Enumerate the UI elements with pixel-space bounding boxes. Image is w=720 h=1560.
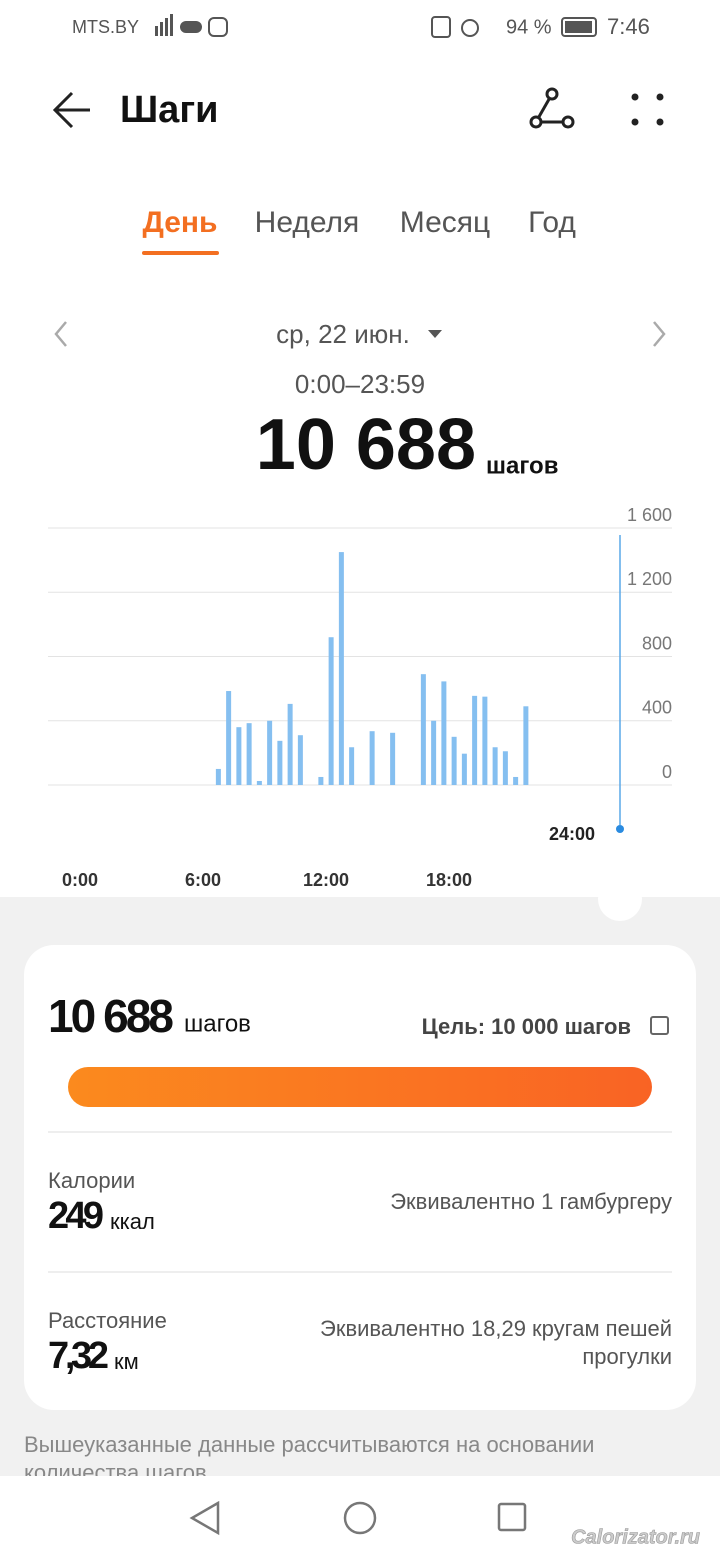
calories-equivalent: Эквивалентно 1 гамбургеру <box>390 1189 672 1214</box>
battery-percent: 94 % <box>506 16 552 38</box>
tab[interactable]: Неделя <box>255 206 360 239</box>
page-title: Шаги <box>120 89 219 131</box>
bar <box>369 731 375 785</box>
y-tick-label: 800 <box>642 633 672 653</box>
footnote: Вышеуказанные данные рассчитываются на о… <box>24 1432 594 1457</box>
summary-card <box>24 945 696 1410</box>
tab[interactable]: День <box>143 206 218 239</box>
bar <box>318 776 324 785</box>
y-tick-label: 1 600 <box>627 505 672 525</box>
battery-icon <box>561 17 597 37</box>
date-dropdown[interactable] <box>428 330 442 338</box>
calories-unit: ккал <box>110 1209 155 1234</box>
x-tick-label: 0:00 <box>62 870 98 890</box>
battery-level <box>565 21 592 33</box>
calories-label: Калории <box>48 1168 135 1193</box>
bar <box>472 695 478 785</box>
bar <box>236 727 242 785</box>
menu-button[interactable] <box>631 93 664 126</box>
bar <box>482 696 488 785</box>
share-button[interactable] <box>529 87 575 129</box>
time-range: 0:00–23:59 <box>295 369 425 399</box>
bar <box>523 706 529 785</box>
signal-icons <box>155 14 479 38</box>
bar <box>441 681 447 785</box>
bar <box>492 747 498 785</box>
cursor-label: 24:00 <box>549 824 595 844</box>
bar <box>246 723 252 785</box>
bar <box>502 751 508 785</box>
x-tick-label: 6:00 <box>185 870 221 890</box>
distance-equivalent: прогулки <box>582 1344 672 1369</box>
bar <box>338 552 344 785</box>
chart: 0 400 800 1 200 1 600 0:00 6:00 12:00 18:00 <box>48 505 672 890</box>
bar <box>215 768 221 785</box>
summary-steps: 10 688 <box>48 990 174 1042</box>
x-tick-label: 12:00 <box>303 870 349 890</box>
active-tab-indicator <box>142 251 219 255</box>
bar <box>297 735 303 785</box>
bar <box>267 720 273 785</box>
bar <box>513 776 519 785</box>
bar <box>256 780 262 785</box>
back-button[interactable] <box>52 91 90 129</box>
bar <box>451 736 457 785</box>
calories-value: 249 <box>48 1195 104 1237</box>
clock: 7:46 <box>607 14 650 39</box>
goal: Цель: 10 000 шагов <box>422 1014 631 1039</box>
distance-value: 7,32 <box>48 1335 109 1377</box>
nav-back[interactable] <box>189 1500 220 1536</box>
bar <box>277 740 283 785</box>
next-day[interactable] <box>653 321 666 347</box>
bar <box>431 720 437 785</box>
tab[interactable]: Месяц <box>400 206 490 239</box>
nav-bar <box>0 1476 720 1560</box>
distance-equivalent: Эквивалентно 18,29 кругам пешей <box>320 1316 672 1341</box>
prev-day[interactable] <box>54 321 67 347</box>
y-tick-label: 0 <box>662 762 672 782</box>
progress-bar <box>68 1067 652 1107</box>
total-unit: шагов <box>486 452 558 479</box>
bar <box>390 732 396 785</box>
scrubber-handle[interactable] <box>598 877 642 921</box>
distance-unit: км <box>114 1349 139 1374</box>
bar <box>226 691 232 785</box>
watermark: Calorizator.ru <box>571 1526 700 1548</box>
x-tick-label: 18:00 <box>426 870 472 890</box>
nav-recent[interactable] <box>497 1502 527 1532</box>
bar <box>328 637 334 785</box>
distance-label: Расстояние <box>48 1308 167 1333</box>
cursor-dot <box>616 825 624 833</box>
bar <box>461 753 467 785</box>
bar <box>287 703 293 785</box>
y-tick-label: 1 200 <box>627 569 672 589</box>
nav-home[interactable] <box>343 1501 377 1535</box>
date[interactable]: ср, 22 июн. <box>276 319 410 349</box>
carrier: MTS.BY <box>72 17 139 37</box>
total-steps: 10 688 <box>256 405 476 485</box>
edit-goal[interactable] <box>650 1016 669 1035</box>
bar <box>420 674 426 785</box>
summary-steps-unit: шагов <box>184 1010 251 1037</box>
tab[interactable]: Год <box>528 206 576 239</box>
bar <box>349 747 355 785</box>
y-tick-label: 400 <box>642 698 672 718</box>
